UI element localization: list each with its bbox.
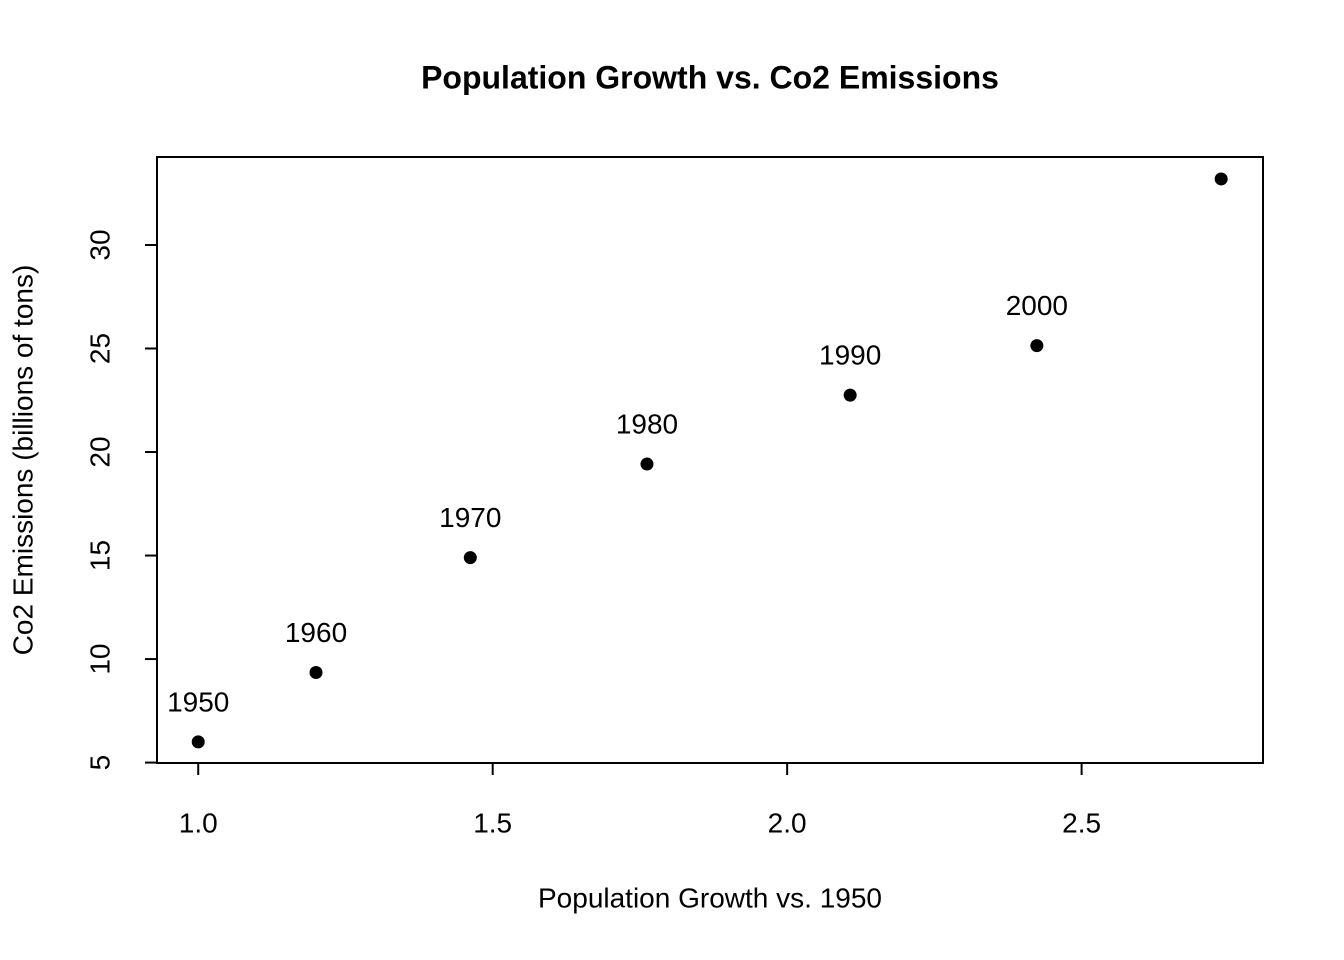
y-tick-label: 20 [84,436,115,467]
x-tick-label: 2.0 [768,807,807,838]
y-tick-label: 25 [84,333,115,364]
plot-frame [156,156,1264,764]
point [640,457,654,471]
y-axis-title: Co2 Emissions (billions of tons) [7,265,38,656]
point-label: 2000 [1006,290,1068,321]
point [309,666,323,680]
point-label: 1980 [616,408,678,439]
y-tick-label: 5 [84,755,115,771]
point-label: 1950 [167,686,229,717]
x-tick-label: 2.5 [1062,807,1101,838]
point [843,388,857,402]
point [463,551,477,565]
x-tick-label: 1.5 [473,807,512,838]
chart-title: Population Growth vs. Co2 Emissions [421,59,999,95]
y-tick-label: 30 [84,229,115,260]
x-tick-label: 1.0 [179,807,218,838]
point-label: 1970 [439,502,501,533]
x-axis-title: Population Growth vs. 1950 [538,882,882,913]
point [191,735,205,749]
point [1030,339,1044,353]
point [1214,172,1228,186]
point-label: 1960 [285,617,347,648]
point-label: 1990 [819,339,881,370]
y-tick-label: 10 [84,643,115,674]
y-tick-label: 15 [84,540,115,571]
